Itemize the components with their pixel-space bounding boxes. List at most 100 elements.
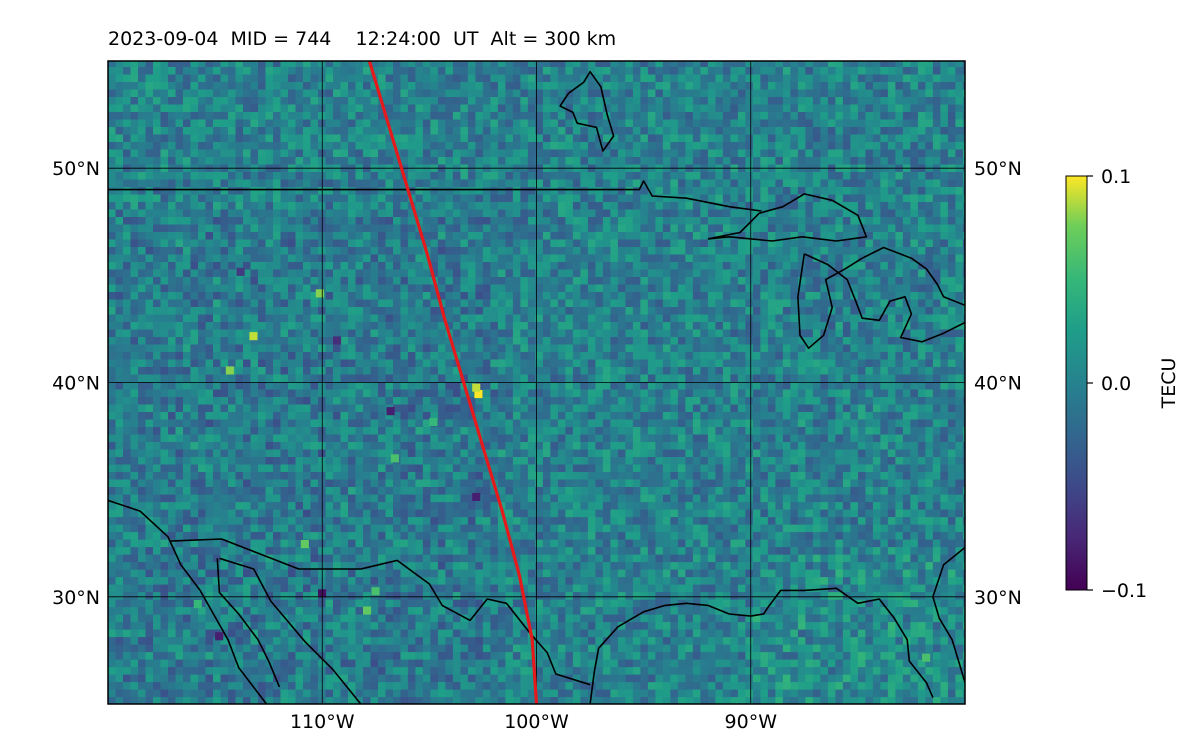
heatmap-cell (542, 554, 551, 563)
heatmap-cell (445, 689, 454, 698)
heatmap-cell (333, 591, 342, 600)
heatmap-cell (512, 418, 521, 427)
heatmap-cell (700, 531, 709, 540)
heatmap-cell (835, 561, 844, 570)
heatmap-cell (130, 471, 139, 480)
heatmap-cell (722, 576, 731, 585)
heatmap-cell (258, 509, 267, 518)
heatmap-cell (445, 501, 454, 510)
heatmap-cell (827, 516, 836, 525)
heatmap-cell (168, 441, 177, 450)
heatmap-cell (325, 636, 334, 645)
heatmap-cell (782, 674, 791, 683)
heatmap-cell (925, 411, 934, 420)
heatmap-cell (685, 516, 694, 525)
heatmap-cell (745, 666, 754, 675)
heatmap-cell (115, 433, 124, 442)
heatmap-cell (760, 539, 769, 548)
heatmap-cell (542, 569, 551, 578)
heatmap-cell (378, 411, 387, 420)
heatmap-cell (333, 463, 342, 472)
heatmap-cell (243, 561, 252, 570)
heatmap-cell (872, 591, 881, 600)
heatmap-cell (235, 456, 244, 465)
heatmap-cell (617, 659, 626, 668)
heatmap-cell (550, 471, 559, 480)
heatmap-cell (677, 606, 686, 615)
heatmap-cell (865, 576, 874, 585)
heatmap-cell (760, 501, 769, 510)
heatmap-cell (108, 509, 117, 518)
heatmap-cell (880, 644, 889, 653)
heatmap-cell (153, 554, 162, 563)
heatmap-cell (280, 403, 289, 412)
heatmap-cell (752, 674, 761, 683)
heatmap-cell (850, 448, 859, 457)
heatmap-cell (760, 403, 769, 412)
heatmap-cell (947, 456, 956, 465)
heatmap-cell (130, 373, 139, 382)
heatmap-cell (370, 486, 379, 495)
heatmap-cell (348, 509, 357, 518)
heatmap-cell (632, 426, 641, 435)
heatmap-cell (505, 403, 514, 412)
heatmap-cell (123, 448, 132, 457)
heatmap-cell (715, 659, 724, 668)
heatmap-cell (475, 666, 484, 675)
heatmap-cell (205, 418, 214, 427)
heatmap-cell (655, 621, 664, 630)
heatmap-cell (258, 666, 267, 675)
heatmap-cell (655, 599, 664, 608)
heatmap-cell (505, 411, 514, 420)
heatmap-cell (655, 516, 664, 525)
heatmap-cell (550, 403, 559, 412)
heatmap-cell (887, 629, 896, 638)
heatmap-cell (932, 433, 941, 442)
heatmap-cell (692, 388, 701, 397)
heatmap-cell (880, 599, 889, 608)
heatmap-cell (303, 388, 312, 397)
heatmap-cell (880, 681, 889, 690)
heatmap-cell (557, 441, 566, 450)
heatmap-cell (160, 666, 169, 675)
heatmap-cell (512, 621, 521, 630)
heatmap-cell (430, 539, 439, 548)
heatmap-cell (805, 433, 814, 442)
heatmap-cell (482, 696, 491, 704)
heatmap-cell (370, 524, 379, 533)
heatmap-cell (123, 509, 132, 518)
heatmap-cell (872, 381, 881, 390)
heatmap-cell (415, 666, 424, 675)
heatmap-cell (580, 614, 589, 623)
heatmap-cell (670, 651, 679, 660)
heatmap-cell (895, 456, 904, 465)
heatmap-cell (910, 418, 919, 427)
heatmap-cell (108, 591, 117, 600)
heatmap-cell (655, 576, 664, 585)
heatmap-cell (535, 524, 544, 533)
heatmap-cell (880, 561, 889, 570)
heatmap-cell (572, 388, 581, 397)
heatmap-cell (565, 448, 574, 457)
heatmap-cell (258, 403, 267, 412)
heatmap-cell (902, 696, 911, 704)
heatmap-cell (198, 681, 207, 690)
heatmap-cell (303, 426, 312, 435)
heatmap-cell (280, 666, 289, 675)
heatmap-cell (925, 418, 934, 427)
tec-heatmap (108, 61, 965, 704)
heatmap-cell (775, 471, 784, 480)
heatmap-cell (273, 696, 282, 704)
heatmap-cell (153, 599, 162, 608)
heatmap-cell (760, 418, 769, 427)
heatmap-cell (130, 448, 139, 457)
heatmap-cell (460, 509, 469, 518)
heatmap-cell (235, 494, 244, 503)
heatmap-cell (677, 591, 686, 600)
heatmap-cell (790, 539, 799, 548)
heatmap-cell (370, 659, 379, 668)
heatmap-cell (340, 546, 349, 555)
heatmap-cell (595, 681, 604, 690)
heatmap-cell (805, 666, 814, 675)
heatmap-cell (812, 576, 821, 585)
